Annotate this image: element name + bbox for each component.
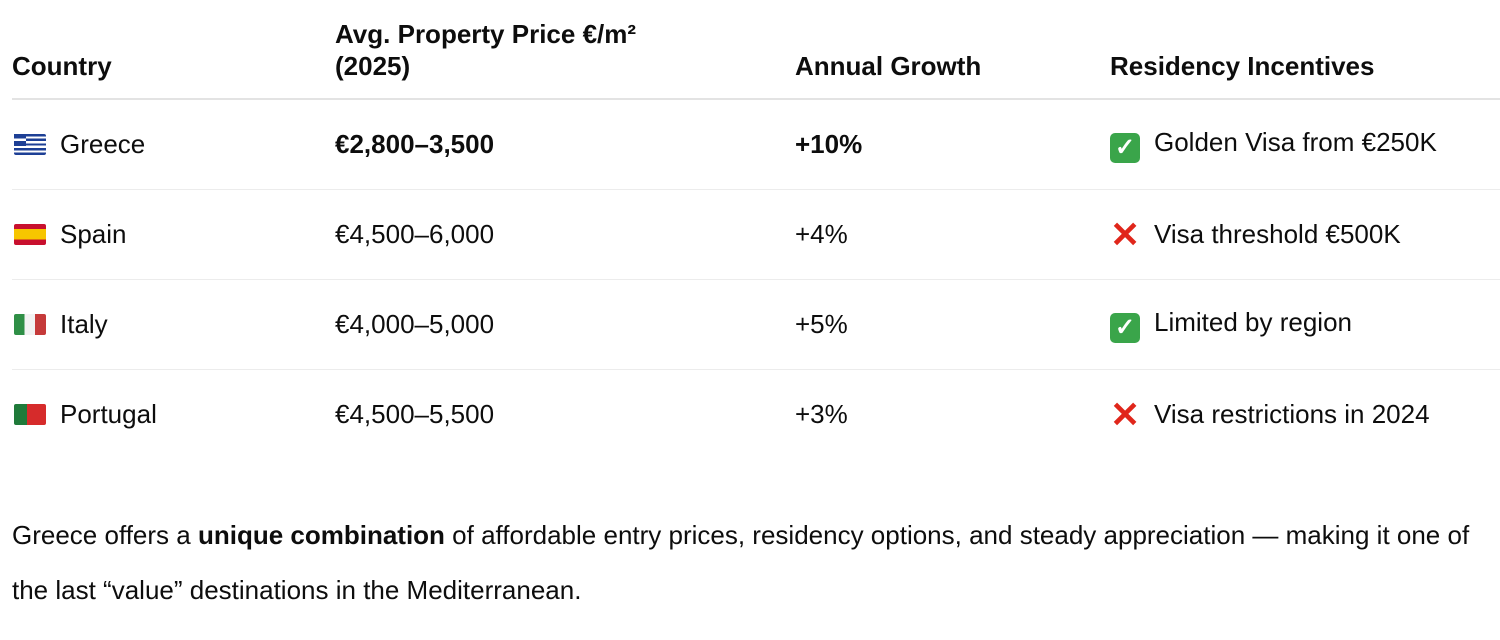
growth-cell: +4% bbox=[795, 189, 1110, 280]
country-name: Greece bbox=[60, 129, 146, 159]
comparison-table: Country Avg. Property Price €/m² (2025) A… bbox=[12, 18, 1500, 459]
price-cell: €4,500–5,500 bbox=[335, 399, 495, 429]
growth-cell: +3% bbox=[795, 399, 848, 429]
incentive-cell: ✕ Visa threshold €500K bbox=[1110, 189, 1500, 280]
country-cell: Italy bbox=[12, 279, 335, 370]
country-name: Spain bbox=[60, 219, 127, 249]
table-row: Spain €4,500–6,000 +4% ✕ Visa threshold €… bbox=[12, 189, 1500, 280]
header-row: Country Avg. Property Price €/m² (2025) A… bbox=[12, 18, 1500, 100]
incentive-text: Visa threshold €500K bbox=[1154, 219, 1401, 249]
incentive-cell: ✕ Visa restrictions in 2024 bbox=[1110, 370, 1500, 460]
cross-icon: ✕ bbox=[1110, 214, 1141, 255]
incentive-cell: ✓ Limited by region bbox=[1110, 279, 1500, 370]
table-row: Italy €4,000–5,000 +5% ✓ Limited by regio… bbox=[12, 279, 1500, 370]
header-incentives: Residency Incentives bbox=[1110, 18, 1500, 100]
growth-cell: +10% bbox=[795, 99, 1110, 190]
incentive-text: Visa restrictions in 2024 bbox=[1154, 399, 1430, 429]
price-value: €2,800–3,500 bbox=[335, 129, 495, 159]
country-cell: Greece bbox=[12, 99, 335, 190]
country-name: Italy bbox=[60, 309, 108, 339]
header-price-line2: (2025) bbox=[335, 51, 411, 81]
summary-paragraph: Greece offers a unique combination of af… bbox=[12, 508, 1472, 618]
italy-flag-icon bbox=[14, 314, 46, 335]
header-price-line1: Avg. Property Price €/m² bbox=[335, 19, 637, 49]
paragraph-text: of affordable entry prices, residency op… bbox=[12, 520, 1470, 605]
incentive-text: Limited by region bbox=[1154, 306, 1352, 337]
incentive-cell: ✓ Golden Visa from €250K bbox=[1110, 99, 1500, 190]
spain-flag-icon bbox=[14, 224, 46, 245]
incentive-text: Golden Visa from €250K bbox=[1154, 126, 1437, 157]
price-cell: €4,500–6,000 bbox=[335, 189, 795, 280]
check-icon: ✓ bbox=[1110, 312, 1140, 343]
paragraph-bold: unique combination bbox=[197, 520, 445, 550]
header-country: Country bbox=[12, 18, 335, 100]
portugal-flag-icon bbox=[14, 404, 46, 425]
table-row: Portugal €4,500–5,500 +3% ✕ Visa restrict… bbox=[12, 370, 1500, 460]
cross-icon: ✕ bbox=[1110, 394, 1141, 435]
growth-value: +10% bbox=[795, 129, 863, 159]
growth-cell: +5% bbox=[795, 279, 1110, 370]
paragraph-text: Greece offers a bbox=[12, 520, 198, 550]
country-name: Portugal bbox=[60, 399, 157, 429]
header-price: Avg. Property Price €/m² (2025) bbox=[335, 18, 795, 100]
price-cell: €2,800–3,500 bbox=[335, 99, 795, 190]
price-cell: €4,000–5,000 bbox=[335, 279, 795, 370]
check-icon: ✓ bbox=[1110, 132, 1140, 163]
table-row: Greece €2,800–3,500 +10% ✓ Golden Visa fr… bbox=[12, 99, 1500, 190]
header-growth: Annual Growth bbox=[795, 18, 1110, 100]
greece-flag-icon bbox=[14, 134, 46, 155]
country-cell: Spain bbox=[12, 189, 335, 280]
country-cell: Portugal bbox=[12, 370, 335, 460]
